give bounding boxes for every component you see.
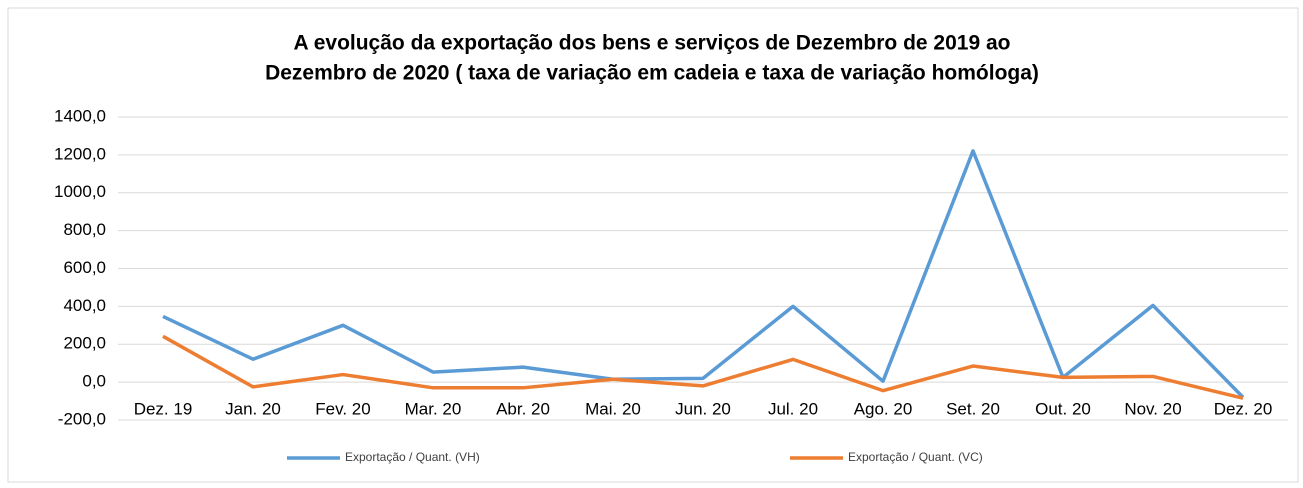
x-tick-label: Jun. 20 [675,399,731,418]
x-tick-label: Dez. 20 [1214,399,1273,418]
x-tick-label: Mar. 20 [405,399,462,418]
x-tick-label: Jan. 20 [225,399,281,418]
y-tick-label: 1200,0 [54,144,106,163]
x-tick-label: Abr. 20 [496,399,550,418]
x-tick-label: Mai. 20 [585,399,641,418]
x-tick-label: Set. 20 [946,399,1000,418]
x-tick-label: Dez. 19 [134,399,193,418]
y-tick-label: 800,0 [63,220,106,239]
x-tick-label: Fev. 20 [315,399,370,418]
y-tick-label: 400,0 [63,296,106,315]
chart-border [7,7,1299,483]
y-tick-label: 1400,0 [54,106,106,125]
legend-label: Exportação / Quant. (VC) [848,450,983,464]
series-line [162,334,1244,400]
x-tick-label: Ago. 20 [854,399,913,418]
y-tick-label: 0,0 [82,372,106,391]
x-tick-label: Jul. 20 [768,399,818,418]
y-tick-label: 600,0 [63,258,106,277]
x-tick-label: Nov. 20 [1124,399,1181,418]
chart-title: A evolução da exportação dos bens e serv… [293,32,1010,55]
x-tick-label: Out. 20 [1035,399,1091,418]
y-tick-label: -200,0 [58,409,106,428]
y-tick-label: 1000,0 [54,182,106,201]
legend-label: Exportação / Quant. (VH) [345,450,480,464]
chart-title: Dezembro de 2020 ( taxa de variação em c… [265,62,1039,85]
y-tick-label: 200,0 [63,334,106,353]
